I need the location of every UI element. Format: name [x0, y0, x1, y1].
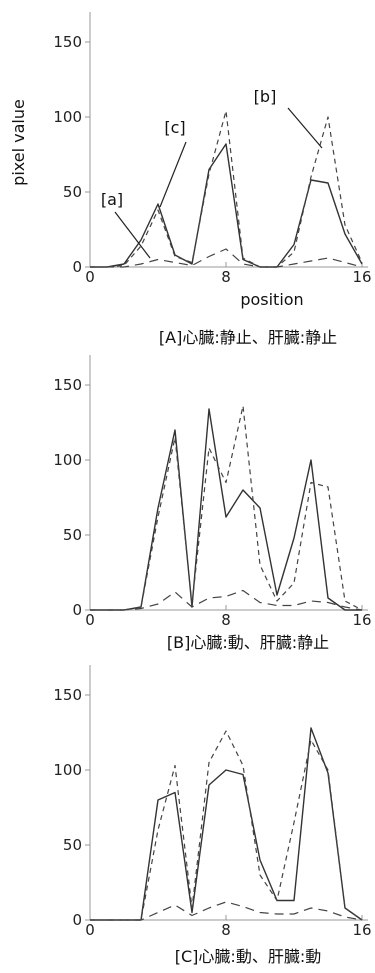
series-line-2 [90, 110, 363, 268]
y-tick-label: 150 [53, 33, 82, 51]
y-tick-label: 0 [72, 911, 82, 929]
y-tick-label: 100 [53, 761, 82, 779]
series-line-1 [90, 727, 363, 921]
y-tick-label: 50 [63, 836, 82, 854]
y-tick-label: 150 [53, 686, 82, 704]
series-line-3 [90, 248, 363, 268]
annotation-leader-line [287, 107, 323, 149]
series-line-2 [90, 730, 363, 921]
y-tick-label: 100 [53, 451, 82, 469]
x-tick-label: 8 [221, 611, 231, 629]
x-tick-label: 0 [85, 268, 95, 286]
series-line-2 [90, 405, 363, 611]
y-tick-label: 100 [53, 108, 82, 126]
y-tick-label: 150 [53, 376, 82, 394]
y-tick-label: 50 [63, 183, 82, 201]
series-line-3 [90, 589, 363, 611]
annotation-label: [a] [101, 190, 123, 209]
chart-caption: [A]心臓:静止、肝臓:静止 [159, 328, 337, 347]
x-tick-label: 8 [221, 921, 231, 939]
chart-caption: [B]心臓:動、肝臓:静止 [167, 633, 329, 652]
chart-panel-1: 0 50 100 150 0 8 16 pixel value position [a] [b] [c… [9, 12, 372, 347]
y-tick-label: 0 [72, 601, 82, 619]
series-line-1 [90, 143, 363, 268]
annotation-leader-line [159, 141, 187, 208]
x-tick-label: 0 [85, 611, 95, 629]
x-tick-label: 16 [352, 611, 371, 629]
annotation-leader-line [114, 211, 151, 259]
x-axis-label: position [240, 290, 303, 309]
x-tick-label: 16 [352, 268, 371, 286]
x-tick-label: 0 [85, 921, 95, 939]
y-tick-label: 50 [63, 526, 82, 544]
x-tick-label: 16 [352, 921, 371, 939]
chart-caption: [C]心臓:動、肝臓:動 [175, 947, 321, 966]
series-line-3 [90, 901, 363, 921]
y-axis-label: pixel value [9, 99, 28, 186]
x-tick-label: 8 [221, 268, 231, 286]
chart-panel-3: 0 50 100 150 0 8 16 [C]心臓:動、肝臓:動 [53, 665, 372, 966]
chart-panel-2: 0 50 100 150 0 8 16 [B]心臓:動、肝臓:静止 [53, 355, 372, 652]
series-line-1 [90, 408, 362, 611]
annotation-label: [b] [254, 87, 277, 106]
y-tick-label: 0 [72, 258, 82, 276]
annotation-label: [c] [164, 118, 185, 137]
